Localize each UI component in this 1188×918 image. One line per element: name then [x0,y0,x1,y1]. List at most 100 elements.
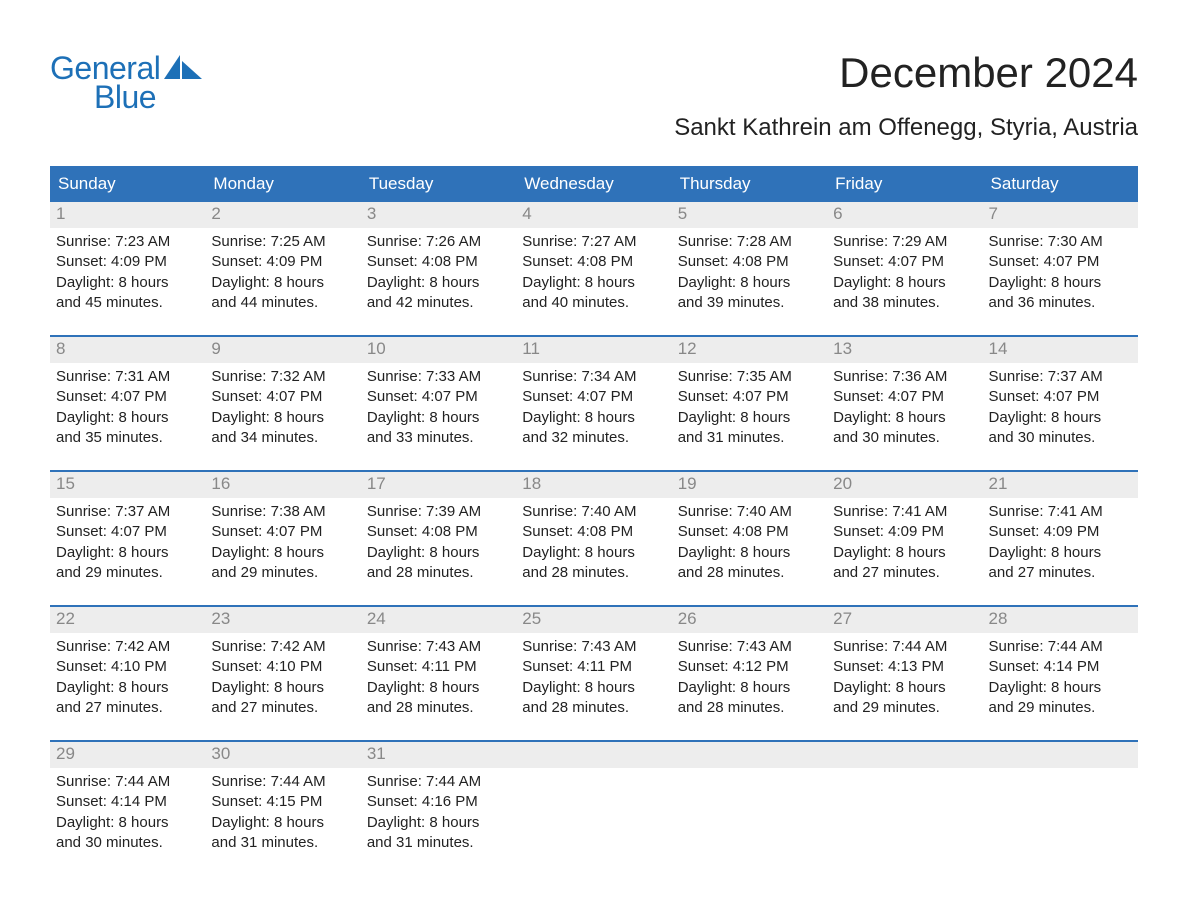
day-d2: and 28 minutes. [522,698,665,718]
day-details: Sunrise: 7:44 AMSunset: 4:14 PMDaylight:… [50,768,205,853]
day-details: Sunrise: 7:37 AMSunset: 4:07 PMDaylight:… [50,498,205,583]
day-number: 13 [827,337,982,363]
day-d2: and 40 minutes. [522,293,665,313]
day-number: 30 [205,742,360,768]
day-sunrise: Sunrise: 7:35 AM [678,367,821,387]
day-d2: and 29 minutes. [989,698,1132,718]
day-sunset: Sunset: 4:11 PM [367,657,510,677]
details-row: Sunrise: 7:37 AMSunset: 4:07 PMDaylight:… [50,498,1138,583]
calendar-header-row: Sunday Monday Tuesday Wednesday Thursday… [50,166,1138,200]
day-sunrise: Sunrise: 7:25 AM [211,232,354,252]
day-details: Sunrise: 7:44 AMSunset: 4:15 PMDaylight:… [205,768,360,853]
day-details: Sunrise: 7:40 AMSunset: 4:08 PMDaylight:… [516,498,671,583]
day-sunrise: Sunrise: 7:41 AM [989,502,1132,522]
day-details: Sunrise: 7:43 AMSunset: 4:11 PMDaylight:… [516,633,671,718]
day-sunrise: Sunrise: 7:38 AM [211,502,354,522]
day-sunset: Sunset: 4:08 PM [367,522,510,542]
day-details: Sunrise: 7:44 AMSunset: 4:13 PMDaylight:… [827,633,982,718]
day-sunset: Sunset: 4:15 PM [211,792,354,812]
day-details: Sunrise: 7:34 AMSunset: 4:07 PMDaylight:… [516,363,671,448]
day-sunset: Sunset: 4:07 PM [989,387,1132,407]
day-details: Sunrise: 7:43 AMSunset: 4:12 PMDaylight:… [672,633,827,718]
day-d1: Daylight: 8 hours [367,273,510,293]
logo-sail-icon [164,55,206,84]
day-sunrise: Sunrise: 7:44 AM [367,772,510,792]
details-row: Sunrise: 7:23 AMSunset: 4:09 PMDaylight:… [50,228,1138,313]
day-d2: and 28 minutes. [678,563,821,583]
day-d2: and 33 minutes. [367,428,510,448]
day-d2: and 29 minutes. [211,563,354,583]
day-number: 1 [50,202,205,228]
day-d2: and 30 minutes. [833,428,976,448]
day-sunrise: Sunrise: 7:43 AM [678,637,821,657]
day-sunrise: Sunrise: 7:43 AM [367,637,510,657]
logo: General Blue [50,50,206,116]
day-d2: and 45 minutes. [56,293,199,313]
day-number: 8 [50,337,205,363]
day-d1: Daylight: 8 hours [522,273,665,293]
day-details: Sunrise: 7:41 AMSunset: 4:09 PMDaylight:… [983,498,1138,583]
col-header-wednesday: Wednesday [516,168,671,200]
day-sunrise: Sunrise: 7:40 AM [522,502,665,522]
page: General Blue December 2024 Sankt Kathrei… [0,0,1188,893]
daynum-row: 1234567 [50,202,1138,228]
day-sunrise: Sunrise: 7:28 AM [678,232,821,252]
day-number: 20 [827,472,982,498]
day-sunset: Sunset: 4:08 PM [522,522,665,542]
day-details: Sunrise: 7:44 AMSunset: 4:16 PMDaylight:… [361,768,516,853]
day-number: 11 [516,337,671,363]
day-sunset: Sunset: 4:11 PM [522,657,665,677]
day-d1: Daylight: 8 hours [211,678,354,698]
day-d2: and 30 minutes. [989,428,1132,448]
day-sunrise: Sunrise: 7:31 AM [56,367,199,387]
day-d2: and 42 minutes. [367,293,510,313]
day-number [516,742,671,768]
details-row: Sunrise: 7:31 AMSunset: 4:07 PMDaylight:… [50,363,1138,448]
day-sunset: Sunset: 4:16 PM [367,792,510,812]
day-details: Sunrise: 7:36 AMSunset: 4:07 PMDaylight:… [827,363,982,448]
day-d2: and 31 minutes. [367,833,510,853]
day-details: Sunrise: 7:37 AMSunset: 4:07 PMDaylight:… [983,363,1138,448]
day-d2: and 27 minutes. [56,698,199,718]
day-sunset: Sunset: 4:14 PM [56,792,199,812]
day-sunrise: Sunrise: 7:33 AM [367,367,510,387]
day-sunset: Sunset: 4:12 PM [678,657,821,677]
header-block: General Blue December 2024 Sankt Kathrei… [50,50,1138,156]
day-sunset: Sunset: 4:13 PM [833,657,976,677]
day-sunset: Sunset: 4:07 PM [678,387,821,407]
day-details: Sunrise: 7:44 AMSunset: 4:14 PMDaylight:… [983,633,1138,718]
day-d2: and 32 minutes. [522,428,665,448]
col-header-monday: Monday [205,168,360,200]
day-number: 29 [50,742,205,768]
day-sunrise: Sunrise: 7:44 AM [211,772,354,792]
day-d1: Daylight: 8 hours [211,273,354,293]
day-d1: Daylight: 8 hours [56,408,199,428]
day-d2: and 31 minutes. [211,833,354,853]
day-details: Sunrise: 7:27 AMSunset: 4:08 PMDaylight:… [516,228,671,313]
day-d1: Daylight: 8 hours [678,408,821,428]
day-details: Sunrise: 7:41 AMSunset: 4:09 PMDaylight:… [827,498,982,583]
day-d1: Daylight: 8 hours [522,678,665,698]
day-details [983,768,1138,853]
day-sunrise: Sunrise: 7:42 AM [56,637,199,657]
day-sunrise: Sunrise: 7:37 AM [989,367,1132,387]
day-sunset: Sunset: 4:07 PM [833,387,976,407]
day-d2: and 27 minutes. [989,563,1132,583]
day-number: 27 [827,607,982,633]
details-row: Sunrise: 7:44 AM Sunset: 4:14 PM Daylight:… [50,768,1138,853]
day-sunrise: Sunrise: 7:27 AM [522,232,665,252]
day-d1: Daylight: 8 hours [833,678,976,698]
day-d1: Daylight: 8 hours [522,408,665,428]
day-details [516,768,671,853]
day-d2: and 28 minutes. [678,698,821,718]
day-number: 7 [983,202,1138,228]
day-details: Sunrise: 7:38 AMSunset: 4:07 PMDaylight:… [205,498,360,583]
day-sunrise: Sunrise: 7:44 AM [833,637,976,657]
day-d1: Daylight: 8 hours [367,813,510,833]
day-sunrise: Sunrise: 7:42 AM [211,637,354,657]
week-block: 1234567Sunrise: 7:23 AMSunset: 4:09 PMDa… [50,200,1138,313]
day-number: 26 [672,607,827,633]
day-number [672,742,827,768]
day-number: 2 [205,202,360,228]
day-sunrise: Sunrise: 7:40 AM [678,502,821,522]
